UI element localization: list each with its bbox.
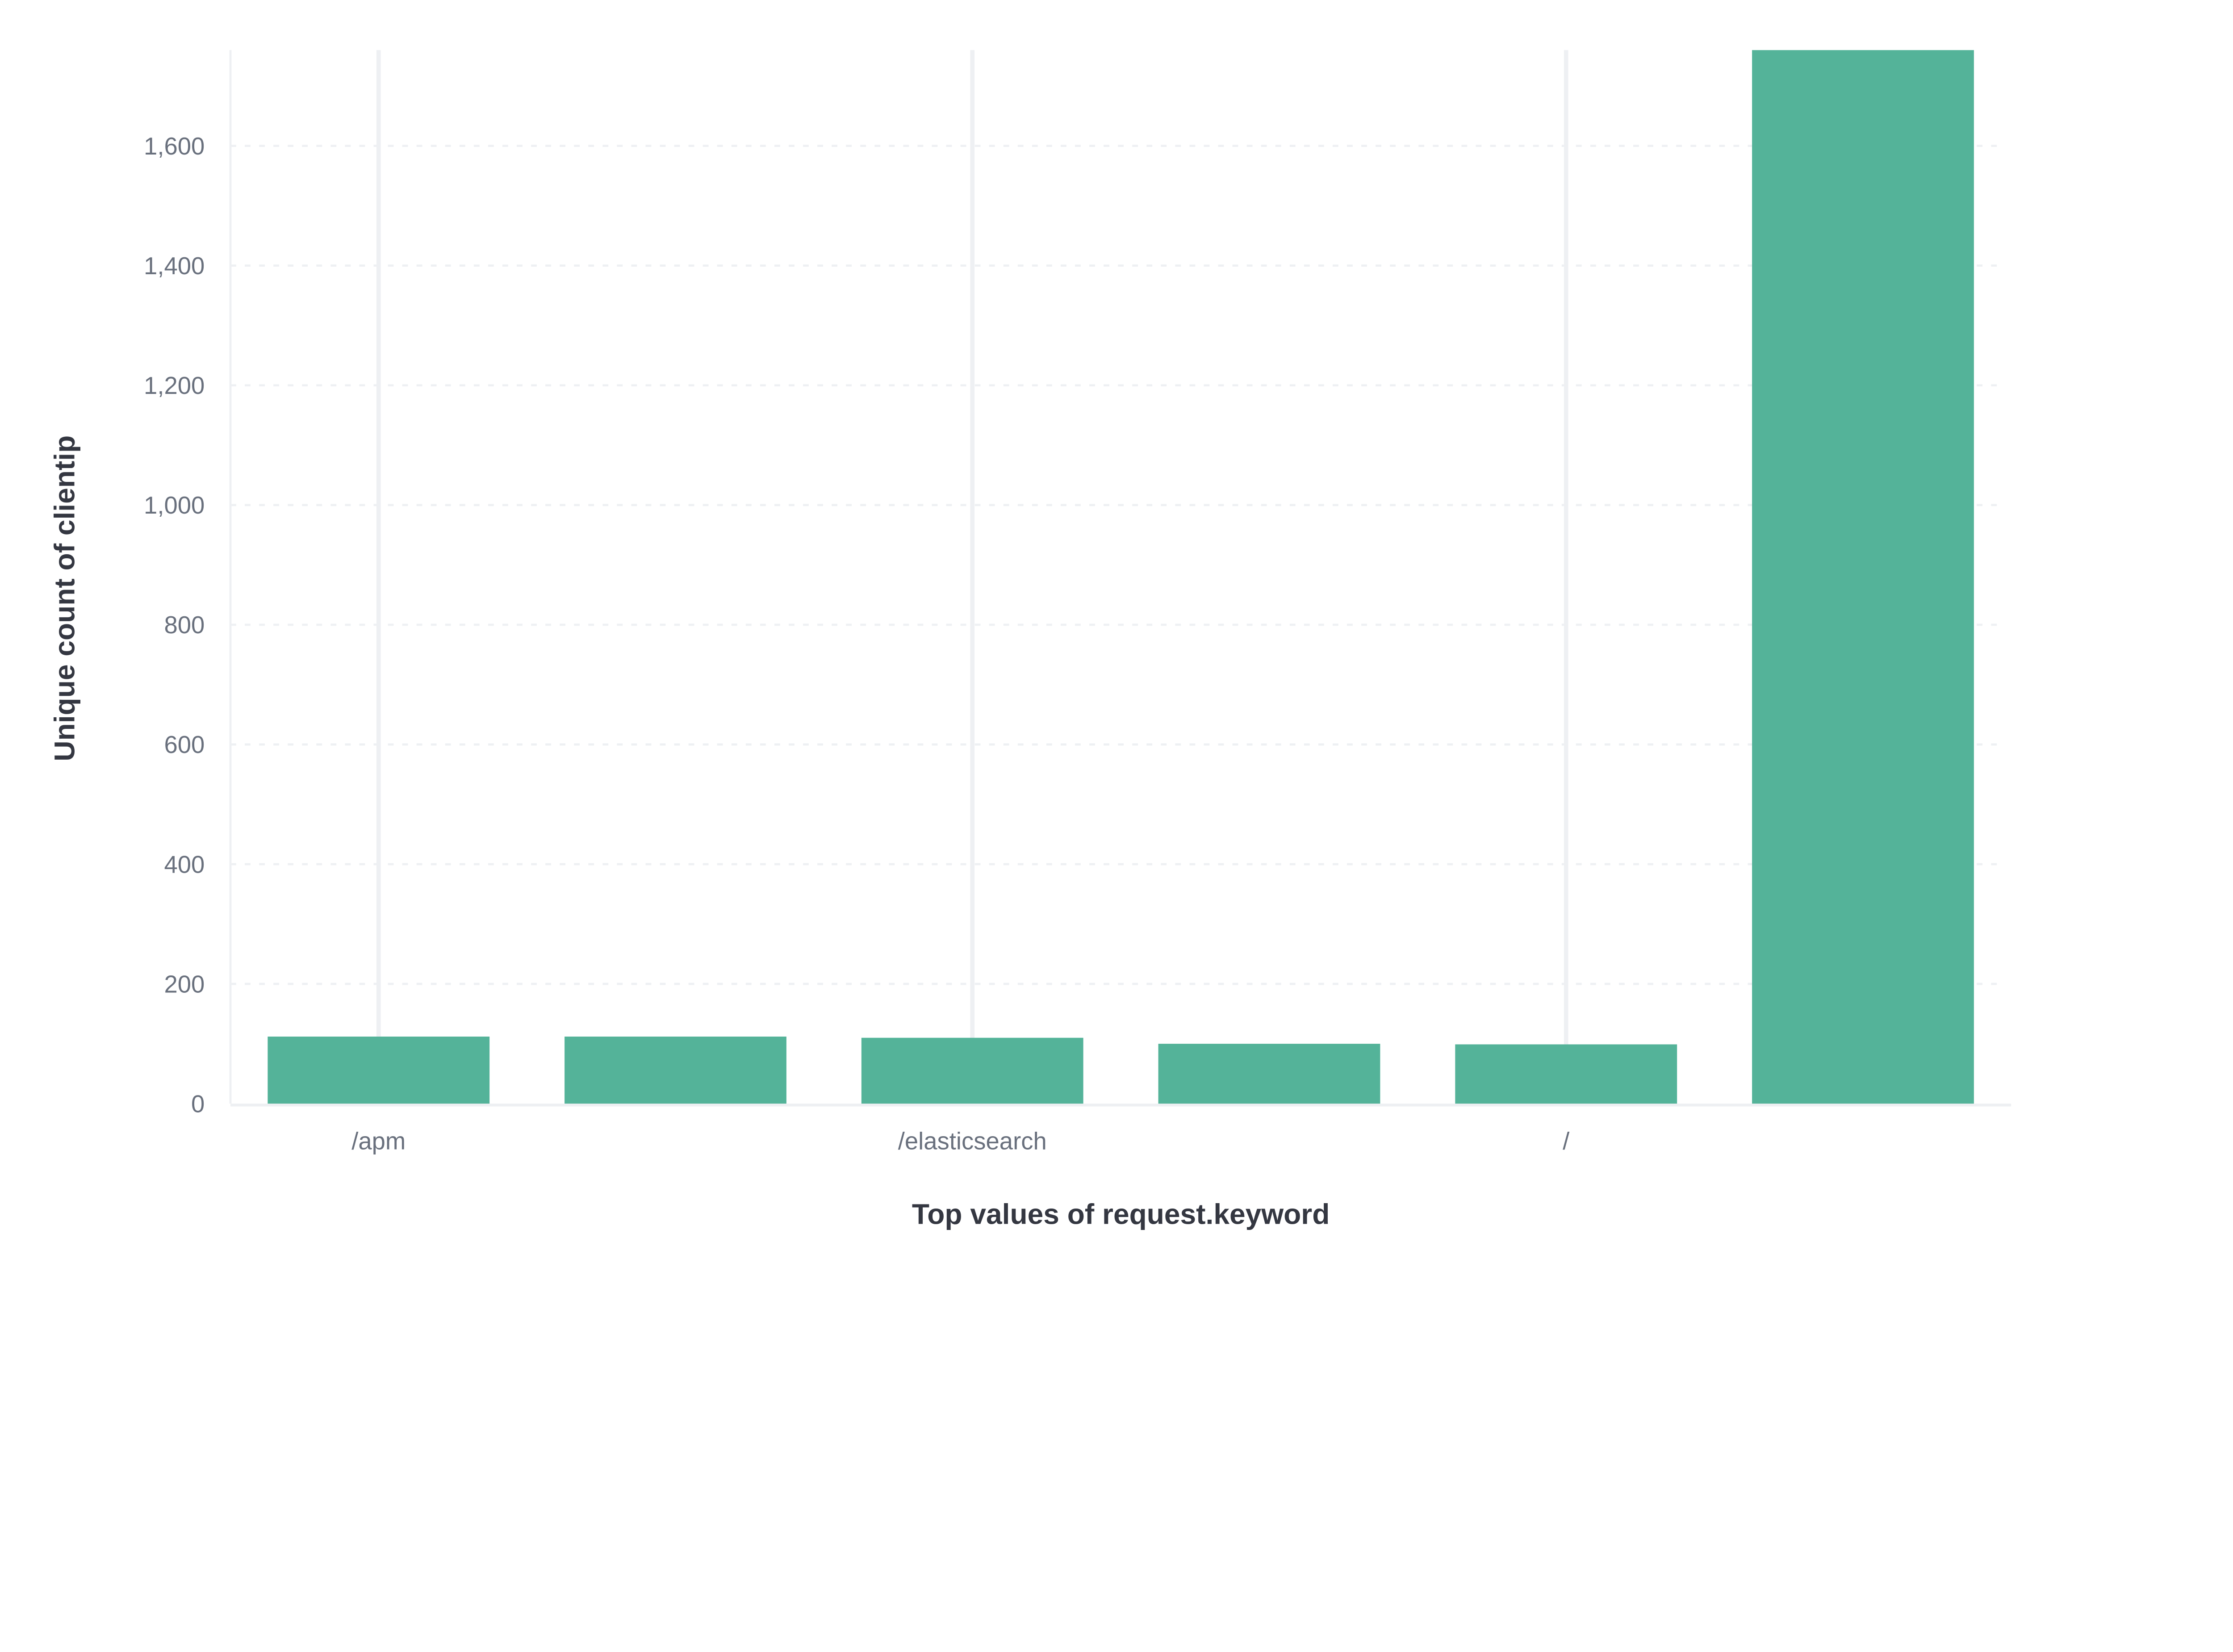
bars bbox=[268, 50, 1974, 1104]
bar[interactable] bbox=[268, 1037, 490, 1104]
bar[interactable] bbox=[861, 1037, 1083, 1104]
y-axis-ticks: 0 200 400 600 800 1,000 1,200 1,400 1,600 bbox=[144, 133, 205, 1118]
y-tick-label: 200 bbox=[164, 970, 205, 998]
y-tick-label: 0 bbox=[191, 1090, 205, 1117]
bar[interactable] bbox=[1752, 50, 1974, 1104]
x-tick-label: / bbox=[1563, 1128, 1570, 1155]
bar-chart: 0 200 400 600 800 1,000 1,200 1,400 1,600 /apm/e… bbox=[49, 50, 2011, 1230]
y-axis-title: Unique count of clientip bbox=[49, 435, 81, 761]
x-axis-title: Top values of request.keyword bbox=[912, 1198, 1330, 1230]
y-tick-label: 1,400 bbox=[144, 252, 205, 280]
y-tick-label: 1,600 bbox=[144, 133, 205, 160]
bar[interactable] bbox=[1158, 1044, 1380, 1104]
bar[interactable] bbox=[1455, 1044, 1677, 1104]
y-tick-label: 800 bbox=[164, 611, 205, 639]
bar[interactable] bbox=[565, 1037, 786, 1104]
x-tick-label: /apm bbox=[351, 1128, 406, 1155]
y-tick-label: 1,200 bbox=[144, 372, 205, 399]
y-tick-label: 400 bbox=[164, 851, 205, 878]
y-tick-label: 1,000 bbox=[144, 492, 205, 519]
x-tick-label: /elasticsearch bbox=[898, 1128, 1047, 1155]
y-tick-label: 600 bbox=[164, 731, 205, 758]
x-axis-ticks: /apm/elasticsearch / bbox=[351, 1128, 1570, 1155]
grid bbox=[229, 50, 2011, 1107]
